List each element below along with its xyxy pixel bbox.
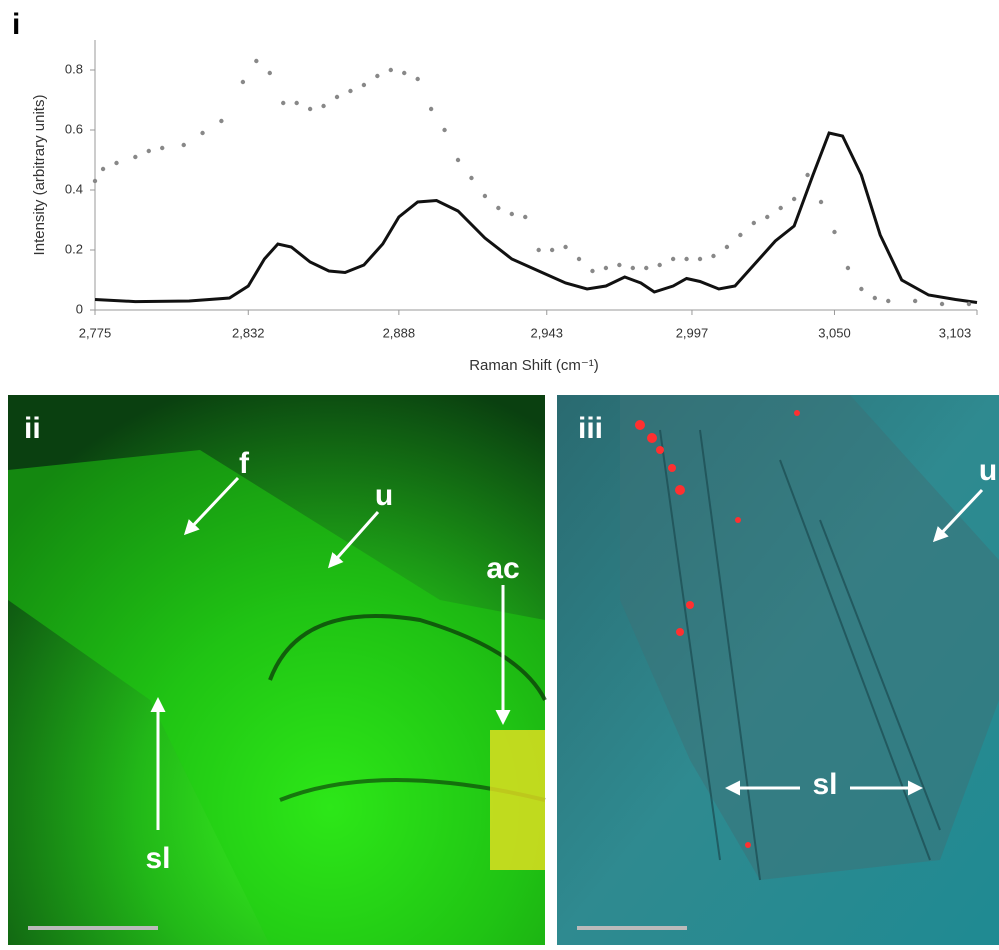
- series-point: [778, 205, 783, 211]
- tissue: [8, 450, 545, 945]
- series-point: [845, 265, 851, 271]
- series-point: [482, 193, 488, 199]
- series-point: [765, 214, 770, 220]
- series-point: [630, 265, 636, 271]
- x-tick-label: 3,103: [939, 325, 972, 340]
- series-point: [219, 118, 224, 124]
- x-tick-label: 3,050: [818, 325, 851, 340]
- series-point: [100, 166, 106, 172]
- series-line: [94, 131, 978, 304]
- annotation: u: [979, 454, 997, 487]
- series-point: [617, 262, 622, 268]
- arrow: [328, 511, 380, 569]
- series-point: [697, 256, 703, 262]
- series-point: [576, 256, 582, 262]
- x-axis-label: Raman Shift (cm⁻¹): [469, 357, 599, 374]
- series-point: [375, 73, 380, 79]
- series-point: [670, 256, 676, 262]
- series-point: [523, 214, 528, 220]
- series-point: [361, 82, 367, 88]
- y-tick-label: 0: [76, 301, 83, 316]
- series-point: [751, 220, 757, 226]
- series-point: [240, 79, 246, 85]
- annotation: u: [375, 479, 393, 512]
- y-tick-label: 0.6: [65, 121, 83, 136]
- series-point: [133, 154, 138, 160]
- series-point: [181, 142, 186, 148]
- arrow: [183, 476, 240, 536]
- series-point: [334, 94, 340, 100]
- y-tick-label: 0.4: [65, 181, 83, 196]
- series-point: [160, 145, 165, 151]
- series-point: [549, 247, 555, 253]
- x-tick-label: 2,943: [530, 325, 563, 340]
- series-point: [711, 253, 716, 259]
- series-point: [92, 178, 98, 184]
- series-point: [724, 244, 730, 250]
- series-point: [254, 58, 259, 64]
- series-point: [469, 175, 474, 181]
- series-point: [388, 67, 393, 73]
- tissue: [620, 395, 999, 880]
- plot: 0 0.2 0.4 0.6 0.8 2,775 2,832 2,888 2,943 2,997 3,…: [65, 40, 978, 340]
- series-point: [590, 268, 595, 274]
- series-point: [442, 127, 447, 133]
- series-point: [644, 265, 649, 271]
- series-point: [428, 106, 434, 112]
- series-point: [536, 247, 541, 253]
- series-point: [872, 295, 878, 301]
- series-point: [294, 100, 299, 106]
- series-point: [832, 229, 837, 235]
- series-point: [912, 298, 918, 304]
- series-point: [114, 160, 119, 166]
- series-point: [657, 262, 662, 268]
- x-tick-label: 2,888: [383, 325, 416, 340]
- series-point: [267, 70, 272, 76]
- panel-iii: [557, 395, 999, 945]
- series-point: [684, 256, 689, 262]
- series-point: [200, 130, 205, 136]
- series-point: [415, 76, 420, 82]
- series-point: [455, 157, 461, 163]
- yellow-region: [490, 730, 545, 870]
- tissue-edge: [268, 614, 547, 701]
- series-point: [496, 205, 501, 211]
- panel-label: iii: [578, 412, 603, 445]
- series-point: [738, 232, 743, 238]
- series-point: [307, 106, 313, 112]
- series-point: [791, 196, 797, 202]
- series-point: [966, 301, 972, 307]
- y-tick-label: 0.8: [65, 61, 83, 76]
- annotation: sl: [145, 842, 170, 875]
- panel-ii: [8, 395, 547, 945]
- setae: [659, 429, 941, 881]
- arrow: [932, 488, 984, 543]
- series-point: [402, 70, 407, 76]
- y-tick-label: 0.2: [65, 241, 83, 256]
- series-point: [939, 301, 945, 307]
- series-point: [886, 298, 891, 304]
- annotation: ac: [486, 552, 519, 585]
- series-point: [348, 88, 353, 94]
- series-point: [321, 103, 326, 109]
- annotation: f: [239, 447, 250, 480]
- y-axis-label: Intensity (arbitrary units): [31, 95, 48, 256]
- series-point: [281, 100, 286, 106]
- x-tick-label: 2,832: [232, 325, 265, 340]
- series-point: [818, 199, 824, 205]
- series-point: [146, 148, 151, 154]
- red-particles: [635, 410, 800, 848]
- x-tick-label: 2,997: [676, 325, 709, 340]
- series-point: [603, 265, 609, 271]
- series-point: [805, 172, 810, 178]
- series-point: [563, 244, 568, 250]
- annotation: sl: [812, 768, 837, 801]
- panel-label: ii: [24, 412, 41, 445]
- series-point: [859, 286, 864, 292]
- panel-label: i: [12, 8, 20, 41]
- x-tick-label: 2,775: [79, 325, 112, 340]
- series-point: [509, 211, 514, 217]
